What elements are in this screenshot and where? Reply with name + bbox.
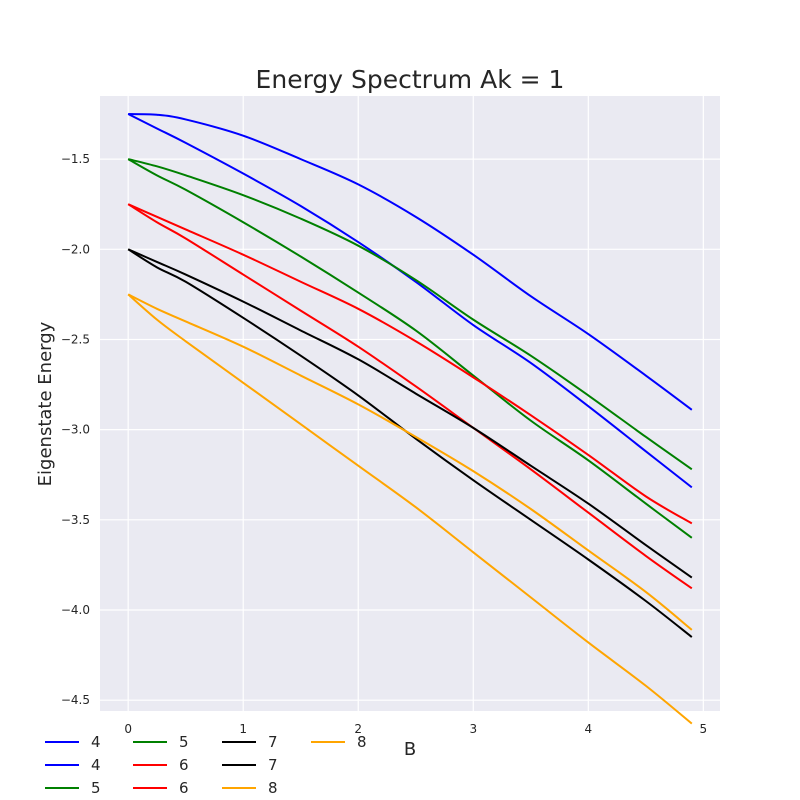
legend: 4 4 5 5 6 6 7 7 8 8 [45, 733, 367, 797]
y-tick-label: −4.5 [61, 693, 90, 707]
legend-label: 8 [357, 733, 367, 751]
series-line-7-b [127, 248, 693, 638]
y-tick-label: −1.5 [61, 152, 90, 166]
y-tick-label: −4.0 [61, 603, 90, 617]
series-line-4-a [128, 113, 693, 411]
series-line-7-a [127, 248, 693, 579]
series-line-6-a [127, 203, 693, 525]
legend-label: 4 [91, 733, 101, 751]
legend-label: 7 [268, 756, 278, 774]
y-axis-ticks: −1.5 −2.0 −2.5 −3.0 −3.5 −4.0 −4.5 [61, 152, 90, 707]
series-line-6-b [127, 203, 693, 590]
y-tick-label: −3.0 [61, 423, 90, 437]
series-line-8-a [127, 293, 693, 631]
plot-area [100, 96, 720, 711]
legend-label: 7 [268, 733, 278, 751]
x-tick-label: 4 [584, 722, 592, 736]
series-lines [127, 113, 693, 725]
x-axis-ticks: 0 1 2 3 4 5 [124, 722, 707, 736]
x-tick-label: 5 [700, 722, 708, 736]
x-tick-label: 2 [354, 722, 362, 736]
grid [100, 96, 720, 711]
y-axis-label: Eigenstate Energy [35, 321, 56, 486]
legend-label: 5 [179, 733, 189, 751]
series-line-5-a [127, 158, 693, 471]
x-axis-label: B [404, 739, 416, 760]
y-tick-label: −2.5 [61, 332, 90, 346]
y-tick-label: −2.0 [61, 242, 90, 256]
legend-label: 8 [268, 779, 278, 797]
legend-label: 4 [91, 756, 101, 774]
series-line-5-b [127, 158, 693, 539]
legend-label: 6 [179, 756, 189, 774]
x-tick-label: 1 [239, 722, 247, 736]
x-tick-label: 0 [124, 722, 132, 736]
y-tick-label: −3.5 [61, 513, 90, 527]
legend-label: 5 [91, 779, 101, 797]
x-tick-label: 3 [469, 722, 477, 736]
legend-label: 6 [179, 779, 189, 797]
series-line-8-b [127, 293, 693, 725]
chart-title: Energy Spectrum Ak = 1 [256, 65, 565, 94]
